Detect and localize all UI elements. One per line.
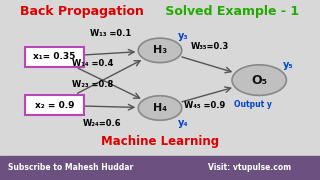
Text: y₅: y₅: [283, 60, 294, 70]
Text: x₂ = 0.9: x₂ = 0.9: [35, 101, 74, 110]
FancyBboxPatch shape: [25, 47, 84, 67]
Circle shape: [232, 65, 286, 95]
Text: W₂₃ =0.8: W₂₃ =0.8: [72, 80, 113, 89]
Text: Back Propagation: Back Propagation: [20, 4, 144, 17]
Circle shape: [138, 96, 182, 120]
Text: O₅: O₅: [251, 74, 267, 87]
Text: H₄: H₄: [153, 103, 167, 113]
Text: W₃₅=0.3: W₃₅=0.3: [190, 42, 229, 51]
FancyBboxPatch shape: [25, 95, 84, 115]
Text: Machine Learning: Machine Learning: [101, 135, 219, 148]
Text: W₄₅ =0.9: W₄₅ =0.9: [184, 101, 225, 110]
Bar: [0, 156, 320, 180]
Text: Solved Example - 1: Solved Example - 1: [161, 4, 300, 17]
Text: y₃: y₃: [178, 31, 188, 41]
Text: Visit: vtupulse.com: Visit: vtupulse.com: [208, 163, 291, 172]
Circle shape: [138, 38, 182, 63]
Text: Output y: Output y: [234, 100, 271, 109]
Text: W₁₄ =0.4: W₁₄ =0.4: [72, 59, 114, 68]
Text: H₃: H₃: [153, 45, 167, 55]
Text: x₁= 0.35: x₁= 0.35: [33, 52, 76, 61]
Text: W₂₄=0.6: W₂₄=0.6: [83, 119, 122, 128]
Text: W₁₃ =0.1: W₁₃ =0.1: [90, 29, 131, 38]
Text: y₄: y₄: [178, 118, 188, 128]
Text: Subscribe to Mahesh Huddar: Subscribe to Mahesh Huddar: [8, 163, 133, 172]
